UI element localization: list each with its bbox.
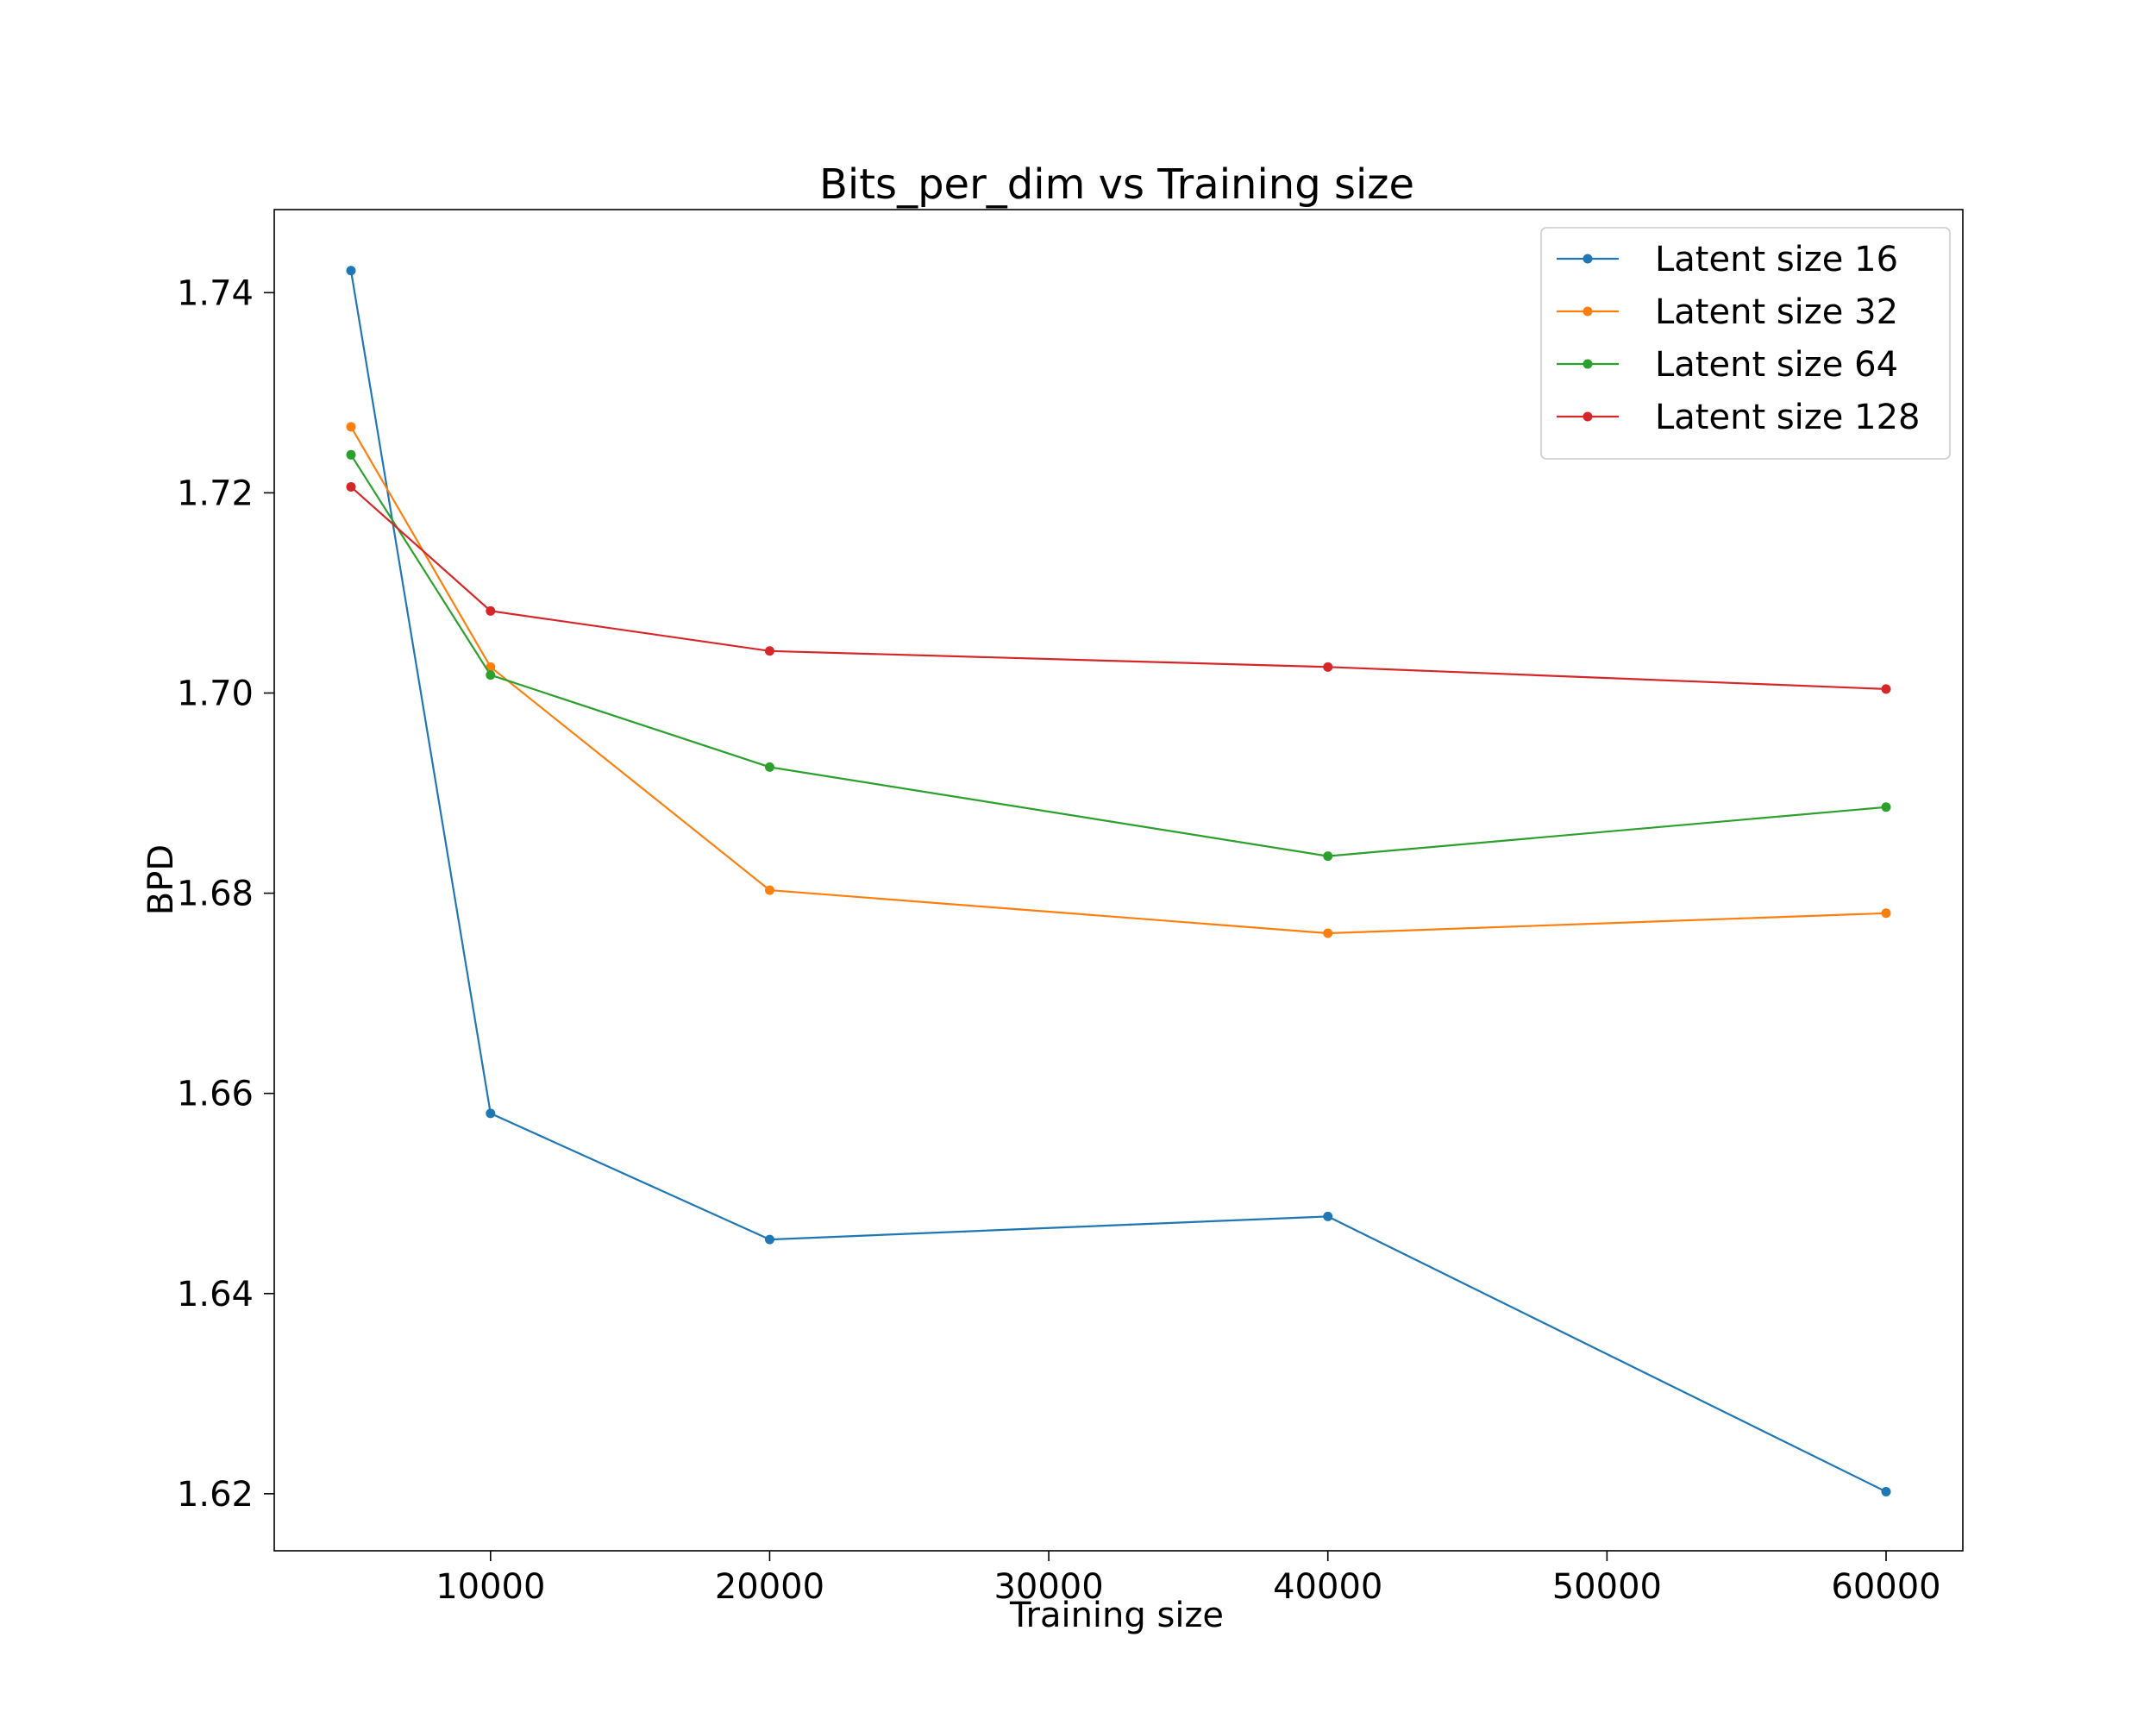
data-point: [764, 646, 774, 656]
legend-swatch-marker: [1583, 254, 1593, 264]
legend-label: Latent size 32: [1655, 292, 1898, 332]
y-tick-label: 1.70: [177, 674, 254, 713]
data-point: [346, 422, 356, 432]
data-point: [486, 605, 496, 616]
x-tick-label: 40000: [1273, 1567, 1382, 1607]
x-tick-label: 50000: [1552, 1567, 1662, 1607]
legend-swatch-marker: [1583, 411, 1593, 422]
data-point: [1881, 908, 1891, 919]
x-tick-label: 20000: [715, 1567, 824, 1607]
legend-label: Latent size 16: [1655, 240, 1898, 279]
data-point: [1881, 684, 1891, 694]
data-point: [764, 762, 774, 772]
y-tick-label: 1.74: [177, 273, 254, 313]
legend-label: Latent size 64: [1655, 345, 1898, 385]
y-axis: 1.62 1.64 1.66 1.68 1.70 1.72 1.74: [177, 273, 274, 1515]
legend: Latent size 16 Latent size 32 Latent size …: [1540, 227, 1951, 460]
y-axis-label: BPD: [141, 844, 181, 915]
data-point: [1323, 662, 1333, 672]
chart-title: Bits_per_dim vs Training size: [819, 160, 1414, 209]
x-axis: 10000 20000 30000 40000 50000 60000: [436, 1551, 1941, 1607]
x-tick-label: 30000: [993, 1567, 1103, 1607]
data-point: [1323, 851, 1333, 862]
legend-box: [1540, 227, 1951, 460]
data-point: [1323, 1211, 1333, 1221]
x-axis-label: Training size: [1009, 1596, 1224, 1635]
y-tick-label: 1.72: [177, 474, 254, 513]
legend-swatch-marker: [1583, 359, 1593, 369]
y-tick-label: 1.66: [177, 1075, 254, 1114]
data-point: [764, 1234, 774, 1245]
data-point: [346, 481, 356, 492]
data-point: [486, 1108, 496, 1119]
y-tick-label: 1.62: [177, 1475, 254, 1515]
data-point: [1881, 1487, 1891, 1497]
data-point: [1323, 928, 1333, 938]
series-layer: [346, 266, 1891, 1497]
data-point: [346, 449, 356, 460]
y-tick-label: 1.68: [177, 875, 254, 914]
data-point: [1881, 802, 1891, 812]
plot-area-frame: [273, 209, 1964, 1552]
y-tick-label: 1.64: [177, 1275, 254, 1314]
legend-swatch-marker: [1583, 306, 1593, 317]
data-point: [486, 670, 496, 681]
x-tick-label: 60000: [1831, 1567, 1940, 1607]
data-point: [764, 885, 774, 895]
data-point: [346, 266, 356, 276]
legend-label: Latent size 128: [1655, 398, 1920, 437]
x-tick-label: 10000: [436, 1567, 545, 1607]
data-point: [486, 662, 496, 672]
